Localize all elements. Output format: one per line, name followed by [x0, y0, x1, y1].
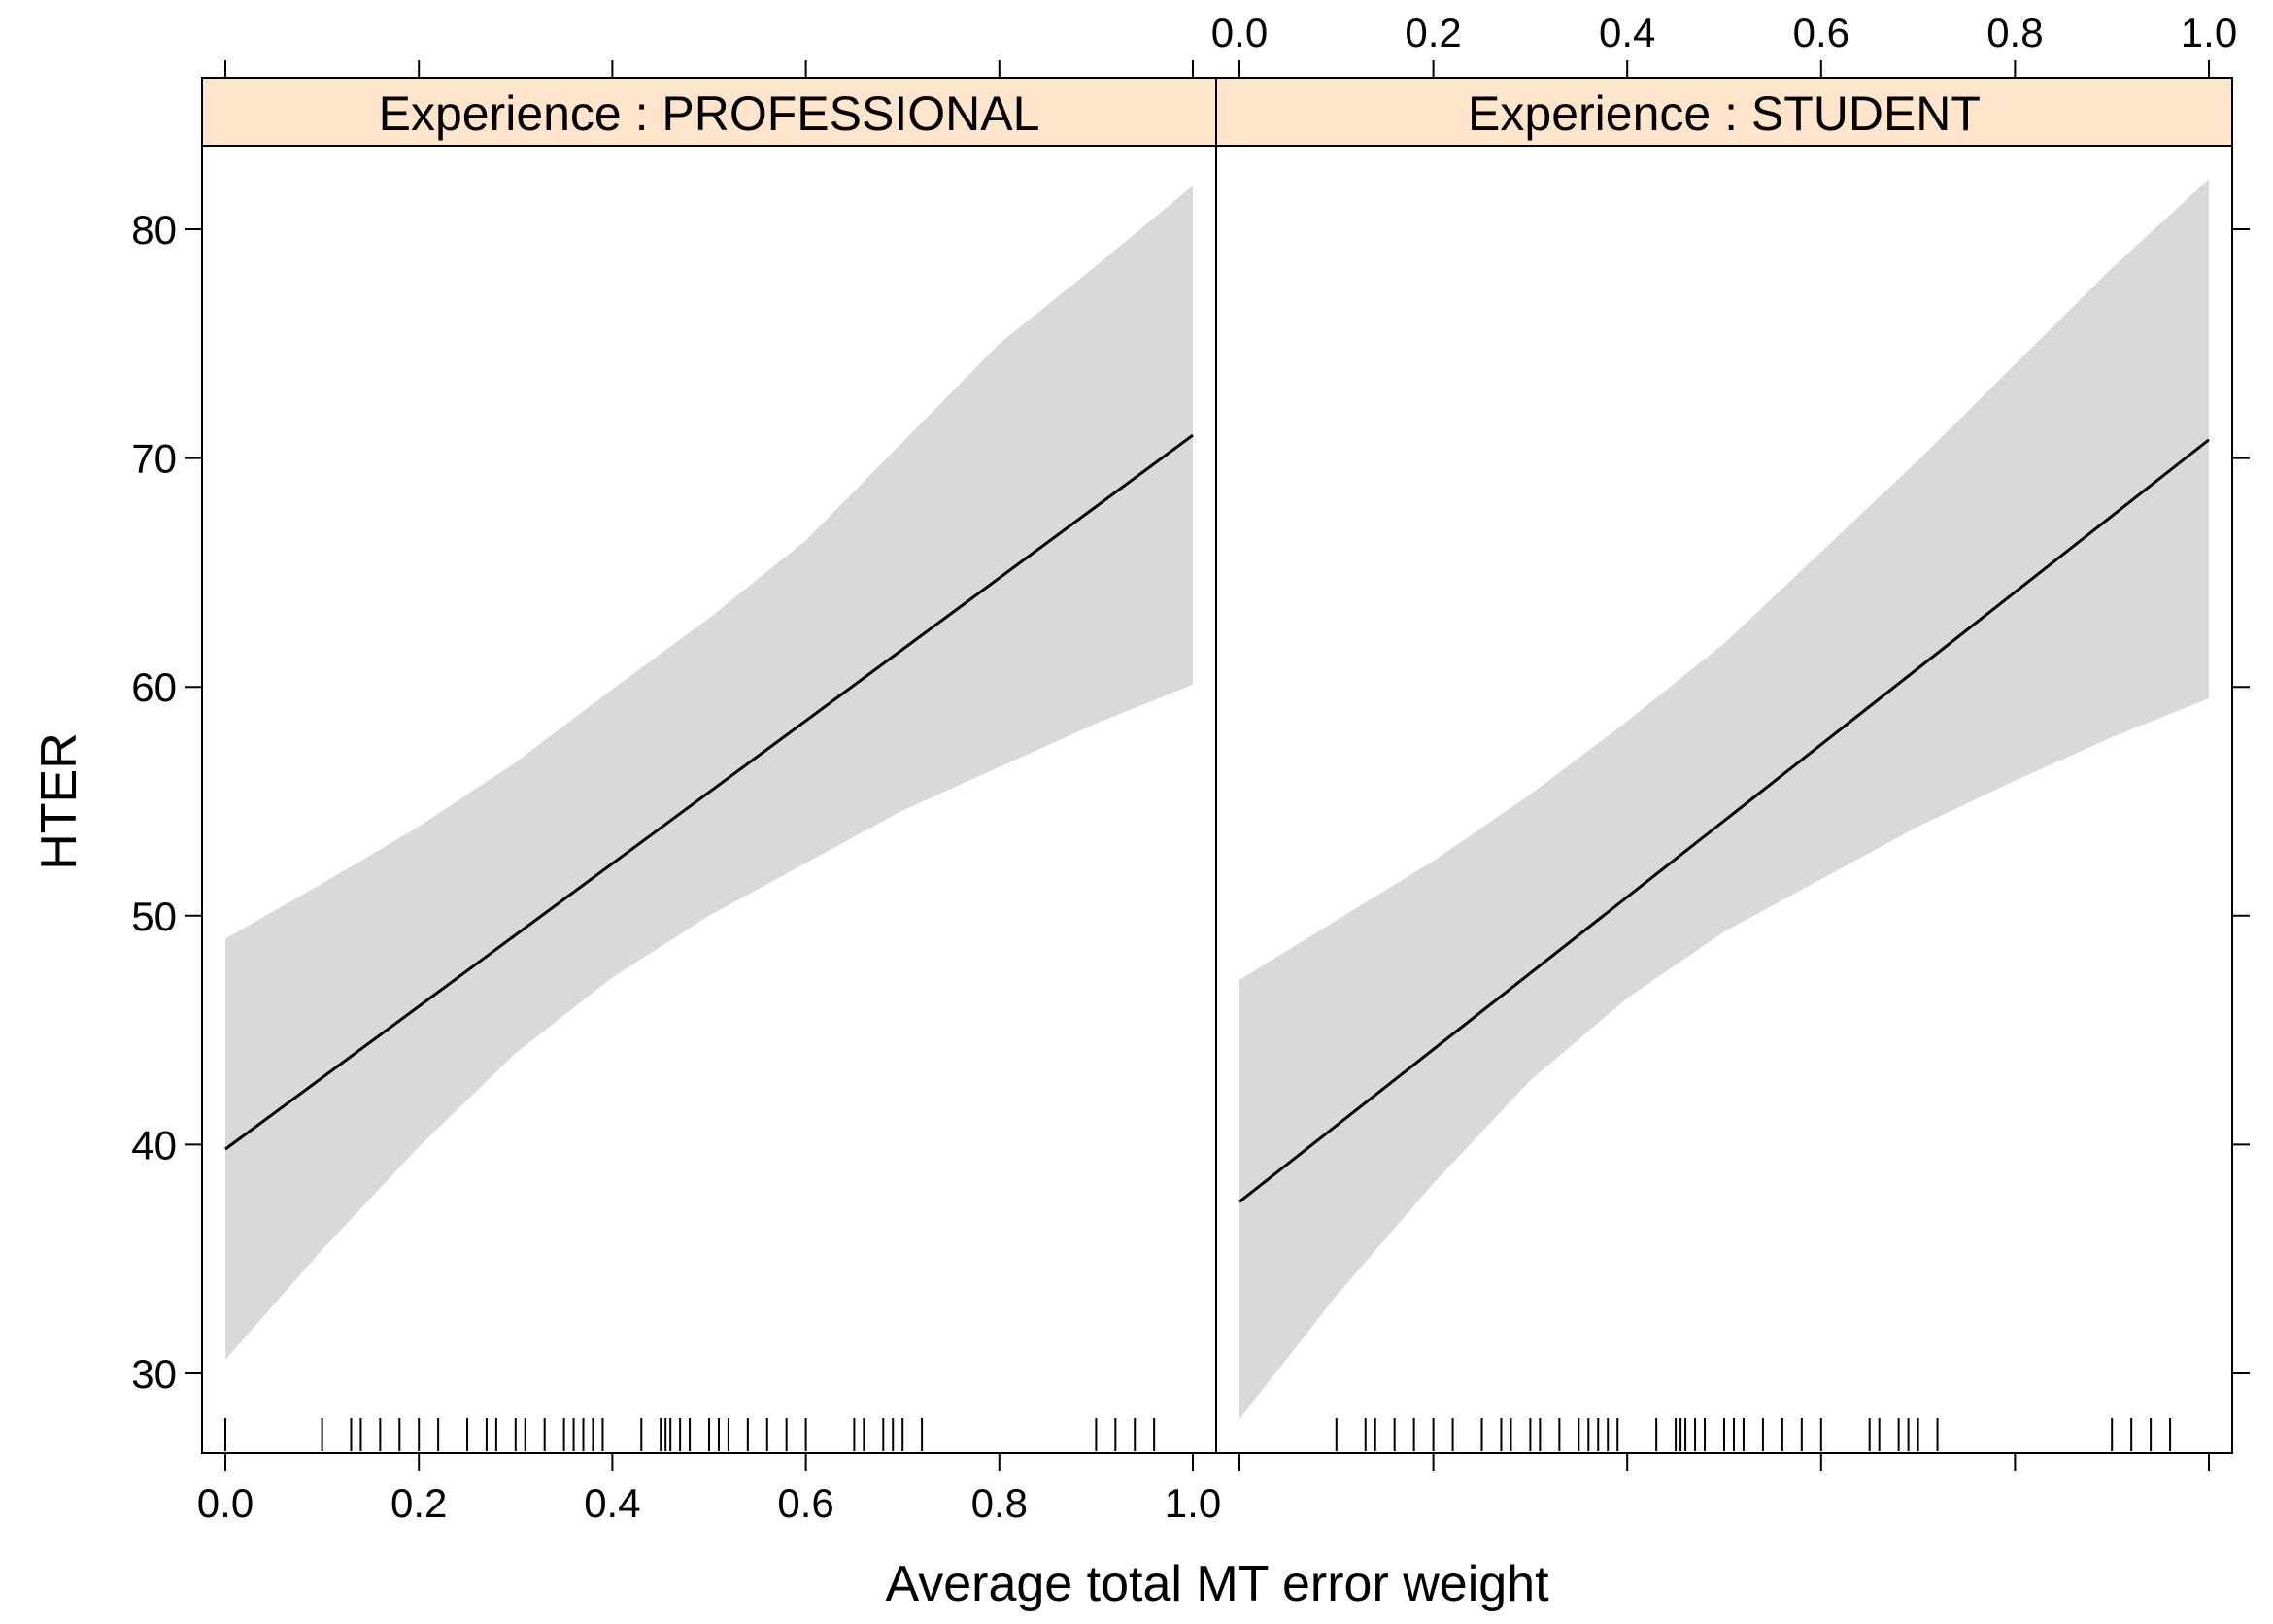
panel-professional: Experience : PROFESSIONAL: [201, 77, 1217, 1454]
y-tick-label: 30: [131, 1351, 177, 1397]
y-tick-label: 50: [131, 894, 177, 939]
strip-label: Experience : STUDENT: [1468, 86, 1981, 141]
strip-label: Experience : PROFESSIONAL: [379, 86, 1040, 141]
confidence-band: [1239, 179, 2209, 1420]
axes: 30 40 50 60 70 80 0.0 0.0 0.2 0.2 0.4 0.4 0.6 0.6 0.8 0…: [131, 10, 2250, 1526]
x-tick-label-top: 0.4: [1599, 10, 1655, 55]
rug-marks: [1335, 1418, 2172, 1451]
panel-frame: [1215, 77, 2233, 1454]
x-tick-label-top: 0.8: [1986, 10, 2043, 55]
x-tick-label-bottom: 0.2: [390, 1480, 447, 1526]
y-tick-label: 70: [131, 436, 177, 482]
panel-student: Experience : STUDENT: [1215, 77, 2233, 1454]
x-axis-title: Average total MT error weight: [885, 1556, 1549, 1612]
x-tick-label-bottom: 0.6: [777, 1480, 833, 1526]
rug-marks: [224, 1418, 1156, 1451]
y-tick-label: 40: [131, 1122, 177, 1167]
fit-line: [1238, 438, 2210, 1203]
y-tick-label: 80: [131, 207, 177, 253]
y-axis-title: HTER: [31, 732, 87, 870]
confidence-band: [225, 186, 1193, 1360]
x-tick-label-top: 1.0: [2181, 10, 2237, 55]
x-tick-label-bottom: 0.4: [584, 1480, 640, 1526]
x-tick-label-top: 0.6: [1793, 10, 1849, 55]
x-tick-label-top: 0.0: [1211, 10, 1268, 55]
x-tick-label-bottom: 0.0: [197, 1480, 254, 1526]
x-tick-label-bottom: 0.8: [971, 1480, 1028, 1526]
x-tick-label-bottom: 1.0: [1165, 1480, 1221, 1526]
y-tick-label: 60: [131, 664, 177, 710]
fit-line: [224, 433, 1194, 1151]
x-tick-label-top: 0.2: [1405, 10, 1461, 55]
